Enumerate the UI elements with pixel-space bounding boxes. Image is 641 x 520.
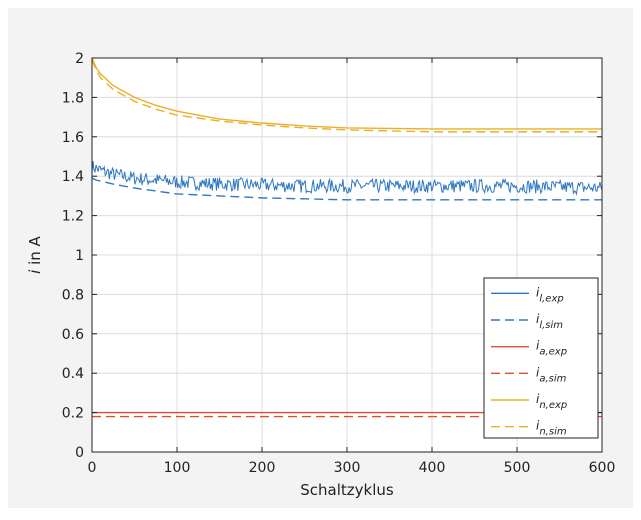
legend-label: il,exp — [536, 285, 564, 304]
series-line-l-exp — [91, 160, 603, 196]
x-tick-label: 500 — [504, 460, 531, 476]
y-tick-label: 1.8 — [62, 90, 84, 106]
series-line-n-exp — [91, 57, 602, 130]
legend-label: il,sim — [536, 312, 563, 331]
y-tick-label: 0.2 — [62, 406, 84, 422]
legend-label: ia,sim — [536, 365, 567, 384]
x-tick-label: 200 — [249, 460, 276, 476]
x-axis-label: Schaltzyklus — [300, 481, 394, 499]
x-tick-label: 0 — [88, 460, 97, 476]
series-line-l-sim — [91, 177, 602, 201]
y-tick-label: 1.6 — [62, 130, 84, 146]
x-tick-label: 300 — [334, 460, 361, 476]
y-tick-label: 0.4 — [62, 366, 84, 382]
y-tick-label: 1 — [75, 248, 84, 264]
legend-label-main: i — [536, 339, 540, 353]
x-tick-label: 400 — [419, 460, 446, 476]
y-axis-label-var: i — [26, 269, 44, 274]
legend-label-sub: n,sim — [539, 427, 567, 438]
legend-label-sub: l,sim — [539, 320, 563, 331]
x-tick-label: 100 — [164, 460, 191, 476]
y-tick-label: 1.4 — [62, 169, 84, 185]
legend-label-main: i — [536, 392, 540, 406]
legend-box — [483, 277, 599, 439]
y-tick-label: 0.8 — [62, 287, 84, 303]
legend-label-main: i — [536, 312, 540, 326]
y-tick-label: 1.2 — [62, 209, 84, 225]
y-axis-label-unit: in A — [26, 235, 44, 269]
legend-label: ia,exp — [536, 339, 567, 358]
axis-ticks: 0 100 200 300 400 500 600 0 0.2 0.4 0.6 0.8 1 1.2 1.4 1… — [62, 51, 616, 476]
legend-label-sub: n,exp — [539, 400, 567, 411]
legend-label-main: i — [536, 419, 540, 433]
x-tick-label: 600 — [589, 460, 616, 476]
y-tick-label: 0 — [75, 445, 84, 461]
legend-label: in,sim — [536, 419, 567, 438]
series-line-n-sim — [91, 59, 602, 133]
legend-label: in,exp — [536, 392, 567, 411]
legend-label-sub: a,sim — [539, 373, 566, 384]
y-axis-label: i in A — [26, 235, 44, 273]
legend-label-main: i — [536, 285, 540, 299]
y-tick-label: 2 — [75, 51, 84, 67]
legend-label-sub: a,exp — [539, 347, 567, 358]
legend-label-main: i — [536, 365, 540, 379]
legend-label-sub: l,exp — [539, 293, 563, 304]
y-tick-label: 0.6 — [62, 327, 84, 343]
